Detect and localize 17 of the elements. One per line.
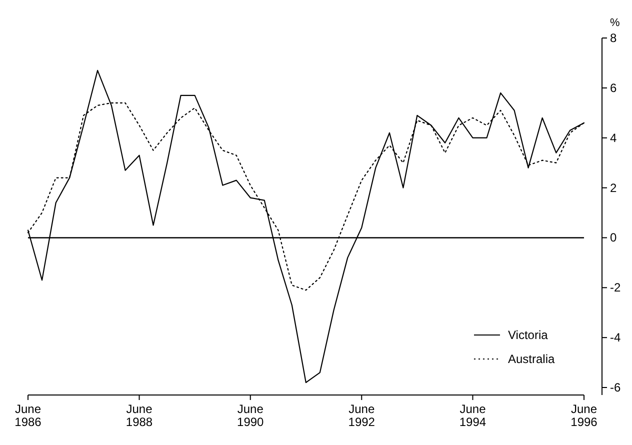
x-tick-label: June 1994 (459, 402, 486, 429)
y-tick-label: 8 (610, 31, 617, 45)
x-tick-label: June 1990 (237, 402, 264, 429)
y-tick-label: -2 (610, 280, 621, 295)
y-tick-label: 2 (610, 180, 617, 195)
x-tick-label: June 1988 (126, 402, 153, 429)
y-tick-label: 0 (610, 230, 617, 245)
x-tick-label: June 1986 (14, 402, 42, 429)
legend-label: Australia (508, 352, 556, 366)
y-axis-title: % (610, 17, 620, 29)
x-tick-label: June 1992 (348, 402, 376, 429)
y-tick-label: 6 (610, 80, 617, 95)
y-tick-label: -6 (610, 380, 621, 395)
x-tick-label: June 1996 (570, 402, 598, 429)
y-tick-label: 4 (610, 130, 617, 145)
y-tick-label: -4 (610, 330, 621, 345)
legend-label: Victoria (508, 328, 548, 342)
